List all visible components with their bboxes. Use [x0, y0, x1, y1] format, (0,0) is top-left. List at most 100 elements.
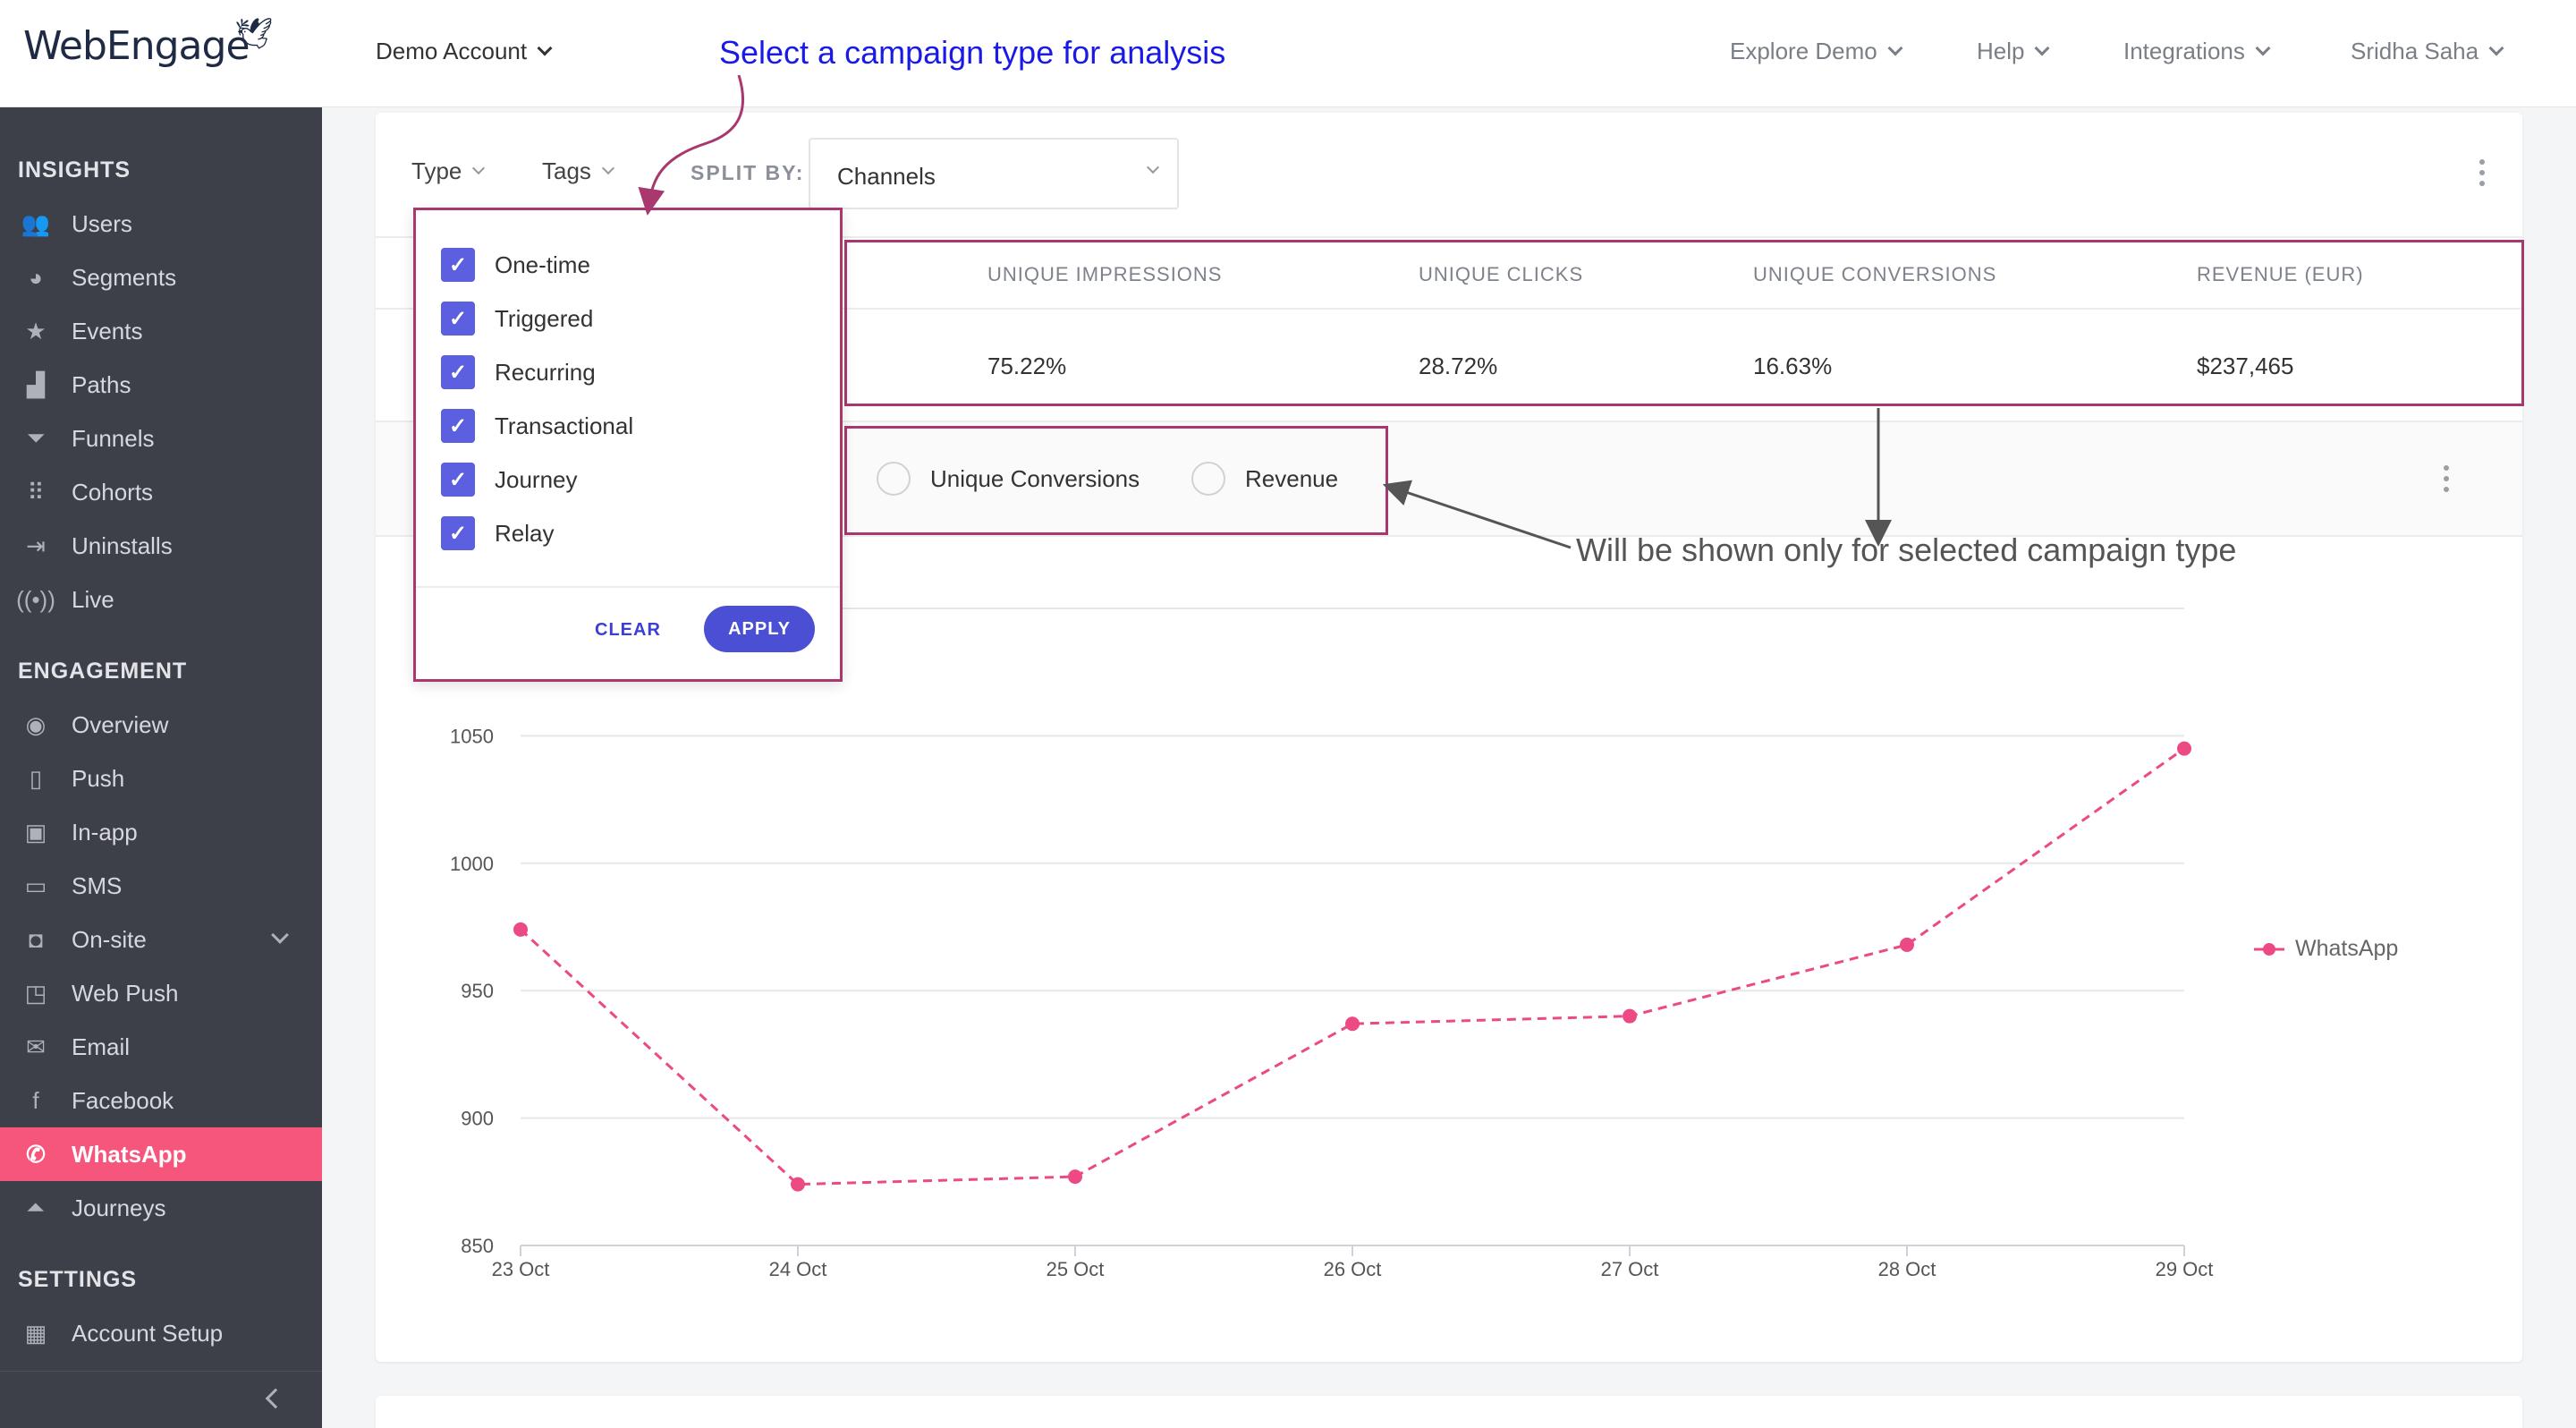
sidebar-item-on-site[interactable]: ◘ On-site [0, 913, 322, 966]
user-menu[interactable]: Sridha Saha [2351, 38, 2504, 65]
annotation-shown-for-type: Will be shown only for selected campaign… [1576, 531, 2237, 568]
sidebar-item-events[interactable]: ★ Events [0, 304, 322, 358]
radio-label: Revenue [1245, 464, 1339, 492]
sidebar-item-journeys[interactable]: ⏶ Journeys [0, 1181, 322, 1235]
x-tick-label: 26 Oct [1324, 1258, 1382, 1280]
data-point [1900, 937, 1914, 952]
metric-value: 16.63% [1753, 353, 1833, 379]
sidebar-item-overview[interactable]: ◉ Overview [0, 698, 322, 752]
whatsapp-icon: ✆ [26, 1140, 46, 1168]
sidebar-item-web-push[interactable]: ◳ Web Push [0, 966, 322, 1020]
radio-label: Unique Conversions [930, 464, 1140, 492]
sidebar-item-email[interactable]: ✉ Email [0, 1020, 322, 1074]
x-tick-label: 27 Oct [1601, 1258, 1659, 1280]
type-filter[interactable]: Type [411, 157, 486, 185]
sidebar-item-label: Users [72, 209, 132, 237]
sidebar-item-label: Overview [72, 710, 169, 738]
card-menu-icon[interactable] [2479, 159, 2487, 186]
grid-icon: ⠿ [27, 478, 45, 506]
eye-icon: ◉ [25, 710, 47, 738]
divider [376, 421, 2522, 422]
chart-legend[interactable]: WhatsApp [2254, 936, 2398, 962]
sidebar-item-label: Facebook [72, 1086, 174, 1114]
y-tick-label: 1050 [450, 725, 494, 747]
x-tick-label: 23 Oct [492, 1258, 550, 1280]
broadcast-icon: ((•)) [16, 585, 55, 613]
data-point [1623, 1008, 1637, 1024]
sidebar-item-uninstalls[interactable]: ⇥ Uninstalls [0, 519, 322, 573]
option-label: Triggered [495, 304, 594, 332]
chart-menu-icon[interactable] [2444, 465, 2451, 492]
split-by-value: Channels [837, 163, 936, 190]
sidebar-item-label: Uninstalls [72, 531, 173, 559]
sidebar-item-users[interactable]: 👥 Users [0, 197, 322, 251]
sidebar-item-funnels[interactable]: ⏷ Funnels [0, 412, 322, 465]
metric-header: REVENUE (EUR) [2197, 263, 2364, 285]
clear-button[interactable]: CLEAR [595, 620, 661, 640]
section-settings: SETTINGS [18, 1267, 138, 1292]
checkbox-checked-icon: ✓ [441, 463, 475, 497]
type-option-triggered[interactable]: ✓ Triggered [441, 302, 593, 336]
metric-value: $237,465 [2197, 353, 2294, 379]
sidebar-item-label: Funnels [72, 424, 155, 452]
data-point [791, 1177, 805, 1192]
type-option-journey[interactable]: ✓ Journey [441, 463, 578, 497]
sidebar-item-facebook[interactable]: f Facebook [0, 1074, 322, 1127]
tags-filter[interactable]: Tags [542, 157, 614, 185]
sidebar-item-label: Cohorts [72, 478, 154, 506]
exit-icon: ⇥ [26, 531, 46, 559]
type-option-recurring[interactable]: ✓ Recurring [441, 355, 596, 389]
y-tick-label: 950 [461, 980, 494, 1002]
apply-button[interactable]: APPLY [704, 606, 815, 652]
sidebar-item-account-setup[interactable]: ▦ Account Setup [0, 1306, 322, 1360]
type-option-one-time[interactable]: ✓ One-time [441, 248, 590, 282]
type-filter-dropdown: ✓ One-time ✓ Triggered ✓ Recurring ✓ Transac… [413, 208, 843, 682]
browser-icon: ◳ [24, 979, 47, 1007]
radio-circle [877, 462, 911, 496]
data-point [1345, 1016, 1360, 1032]
type-filter-label: Type [411, 157, 462, 184]
radio-revenue[interactable]: Revenue [1191, 462, 1338, 496]
chat-icon: ▭ [24, 871, 47, 899]
type-option-relay[interactable]: ✓ Relay [441, 516, 554, 550]
sidebar-item-label: Push [72, 764, 125, 792]
option-label: Recurring [495, 358, 596, 386]
sidebar-item-sms[interactable]: ▭ SMS [0, 859, 322, 913]
x-tick-label: 28 Oct [1878, 1258, 1936, 1280]
explore-demo-menu[interactable]: Explore Demo [1730, 38, 1903, 65]
sidebar-footer [0, 1371, 322, 1428]
divider [376, 236, 2522, 238]
sidebar-item-cohorts[interactable]: ⠿ Cohorts [0, 465, 322, 519]
annotation-select-type: Select a campaign type for analysis [719, 34, 1226, 71]
bird-icon: 🕊 [234, 16, 273, 52]
sidebar-item-label: Paths [72, 370, 131, 398]
option-label: Transactional [495, 412, 634, 439]
legend-marker [2254, 942, 2284, 956]
help-menu[interactable]: Help [1977, 38, 2050, 65]
split-by-select[interactable]: Channels [809, 138, 1179, 209]
radio-unique-conversions[interactable]: Unique Conversions [877, 462, 1140, 496]
section-engagement: ENGAGEMENT [18, 659, 188, 684]
star-icon: ★ [25, 317, 47, 344]
mobile-icon: ▯ [29, 764, 43, 792]
sidebar-item-push[interactable]: ▯ Push [0, 752, 322, 805]
x-tick-label: 25 Oct [1046, 1258, 1105, 1280]
section-insights: INSIGHTS [18, 157, 131, 183]
metric-header: UNIQUE CONVERSIONS [1753, 263, 1997, 285]
users-icon: 👥 [21, 209, 51, 237]
sidebar-item-label: WhatsApp [72, 1140, 187, 1168]
sidebar-item-label: Account Setup [72, 1319, 224, 1347]
checkbox-checked-icon: ✓ [441, 409, 475, 443]
radio-circle [1191, 462, 1225, 496]
sidebar-item-segments[interactable]: ◕ Segments [0, 251, 322, 304]
sidebar-item-whatsapp[interactable]: ✆ WhatsApp [0, 1127, 322, 1181]
sidebar-item-paths[interactable]: ▟ Paths [0, 358, 322, 412]
funnel-icon: ⏷ [26, 424, 46, 451]
type-option-transactional[interactable]: ✓ Transactional [441, 409, 633, 443]
integrations-menu[interactable]: Integrations [2123, 38, 2271, 65]
account-switcher[interactable]: Demo Account [376, 38, 553, 65]
sidebar-item-live[interactable]: ((•)) Live [0, 573, 322, 626]
sidebar-item-label: Email [72, 1033, 131, 1060]
webengage-logo[interactable]: WebEngage 🕊 [23, 16, 274, 69]
sidebar-item-in-app[interactable]: ▣ In-app [0, 805, 322, 859]
